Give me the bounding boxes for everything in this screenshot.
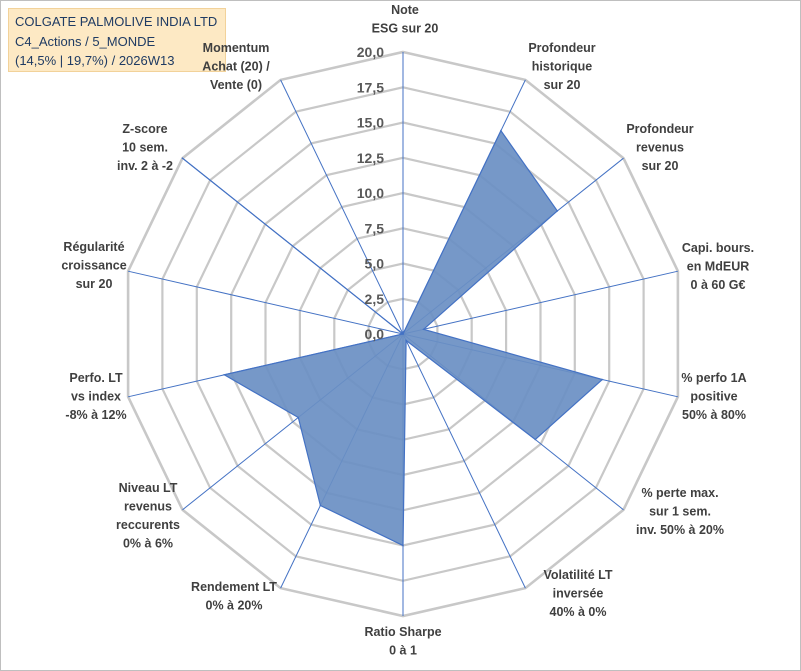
- header-stats: (14,5% | 19,7%) / 2026W13: [15, 53, 175, 68]
- axis-label-line: Volatilité LT: [544, 568, 613, 582]
- data-point: [402, 333, 404, 335]
- data-point: [297, 416, 300, 419]
- axis-label-line: vs index: [71, 390, 121, 404]
- axis-label: Z-score 10 sem. inv. 2 à -2: [117, 122, 173, 173]
- radar-spoke: [127, 270, 404, 335]
- axis-label-line: sur 20: [76, 277, 113, 291]
- data-point: [534, 438, 537, 441]
- axis-label: % perte max. sur 1 sem. inv. 50% à 20%: [636, 486, 724, 537]
- axis-label: Profondeur historique sur 20: [528, 41, 595, 92]
- axis-label-line: Momentum: [203, 41, 270, 55]
- data-point: [223, 374, 226, 376]
- axis-label-line: 0% à 20%: [206, 599, 263, 613]
- axis-label-line: sur 20: [642, 159, 679, 173]
- axis-label-line: positive: [690, 390, 737, 404]
- axis-label-line: 50% à 80%: [682, 408, 746, 422]
- data-point: [556, 210, 559, 212]
- axis-label-line: Note: [391, 3, 419, 17]
- axis-label-line: Perfo. LT: [69, 371, 123, 385]
- radar-axis-labels: Note ESG sur 20 Profondeur historique sur 20…: [61, 3, 754, 658]
- axis-label: Note ESG sur 20: [372, 3, 439, 36]
- data-point: [601, 378, 604, 381]
- axis-label-line: Z-score: [122, 122, 167, 136]
- axis-label-line: Rendement LT: [191, 580, 277, 594]
- axis-label-line: sur 20: [544, 78, 581, 92]
- tick-label: 7,5: [365, 220, 385, 236]
- radar-series: [181, 129, 604, 547]
- axis-label-line: sur 1 sem.: [649, 505, 711, 519]
- axis-label: Ratio Sharpe 0 à 1: [364, 625, 441, 658]
- axis-label-line: Régularité: [63, 240, 124, 254]
- axis-label-line: Profondeur: [626, 122, 693, 136]
- tick-label: 15,0: [357, 115, 384, 131]
- data-point: [319, 504, 322, 507]
- data-point: [402, 544, 404, 547]
- axis-label: Rendement LT 0% à 20%: [191, 580, 277, 613]
- axis-label-line: -8% à 12%: [65, 408, 126, 422]
- radar-spoke: [280, 79, 404, 335]
- axis-label-line: Ratio Sharpe: [364, 625, 441, 639]
- axis-label: Capi. bours. en MdEUR 0 à 60 G€: [682, 241, 754, 292]
- axis-label-line: 0 à 1: [389, 644, 417, 658]
- tick-label: 17,5: [357, 79, 384, 95]
- axis-label: Profondeur revenus sur 20: [626, 122, 693, 173]
- data-point: [500, 129, 502, 132]
- axis-label-line: ESG sur 20: [372, 22, 439, 36]
- axis-label-line: 0% à 6%: [123, 537, 173, 551]
- axis-label: Momentum Achat (20) / Vente (0): [202, 41, 270, 92]
- axis-label-line: % perte max.: [641, 486, 718, 500]
- axis-label-line: % perfo 1A: [681, 371, 746, 385]
- axis-label-line: inv. 2 à -2: [117, 159, 173, 173]
- axis-label-line: revenus: [636, 141, 684, 155]
- series-area: [182, 129, 604, 547]
- axis-label-line: historique: [532, 60, 592, 74]
- header-company: COLGATE PALMOLIVE INDIA LTD: [15, 14, 218, 29]
- axis-label: % perfo 1A positive 50% à 80%: [681, 371, 746, 422]
- tick-label: 20,0: [357, 44, 384, 60]
- data-point: [405, 339, 407, 342]
- axis-label-line: Niveau LT: [119, 481, 178, 495]
- axis-label-line: Achat (20) /: [202, 60, 270, 74]
- chart-header-box: COLGATE PALMOLIVE INDIA LTD C4_Actions /…: [8, 8, 226, 72]
- tick-label: 0,0: [365, 326, 385, 342]
- radar-tick-labels: 0,0 2,5 5,0 7,5 10,0 12,5 15,0 17,5 20,0: [357, 44, 384, 342]
- axis-label-line: inversée: [553, 587, 604, 601]
- tick-label: 10,0: [357, 185, 384, 201]
- tick-label: 2,5: [365, 291, 385, 307]
- axis-label-line: Profondeur: [528, 41, 595, 55]
- data-point: [422, 328, 425, 331]
- axis-label-line: revenus: [124, 500, 172, 514]
- axis-label: Volatilité LT inversée 40% à 0%: [544, 568, 613, 619]
- axis-label: Régularité croissance sur 20: [61, 240, 126, 291]
- axis-label-line: 0 à 60 G€: [691, 278, 746, 292]
- axis-label-line: Capi. bours.: [682, 241, 754, 255]
- axis-label-line: croissance: [61, 259, 126, 273]
- radar-spoke: [402, 333, 526, 589]
- axis-label-line: 40% à 0%: [550, 605, 607, 619]
- axis-label: Niveau LT revenus reccurents 0% à 6%: [116, 481, 180, 551]
- axis-label-line: en MdEUR: [687, 260, 750, 274]
- axis-label-line: Vente (0): [210, 78, 262, 92]
- axis-label-line: inv. 50% à 20%: [636, 523, 724, 537]
- axis-label: Perfo. LT vs index -8% à 12%: [65, 371, 126, 422]
- axis-label-line: reccurents: [116, 518, 180, 532]
- tick-label: 5,0: [365, 256, 385, 272]
- axis-label-line: 10 sem.: [122, 141, 168, 155]
- data-point: [181, 157, 184, 159]
- tick-label: 12,5: [357, 150, 384, 166]
- radar-spoke: [402, 270, 679, 335]
- header-category: C4_Actions / 5_MONDE: [15, 33, 156, 49]
